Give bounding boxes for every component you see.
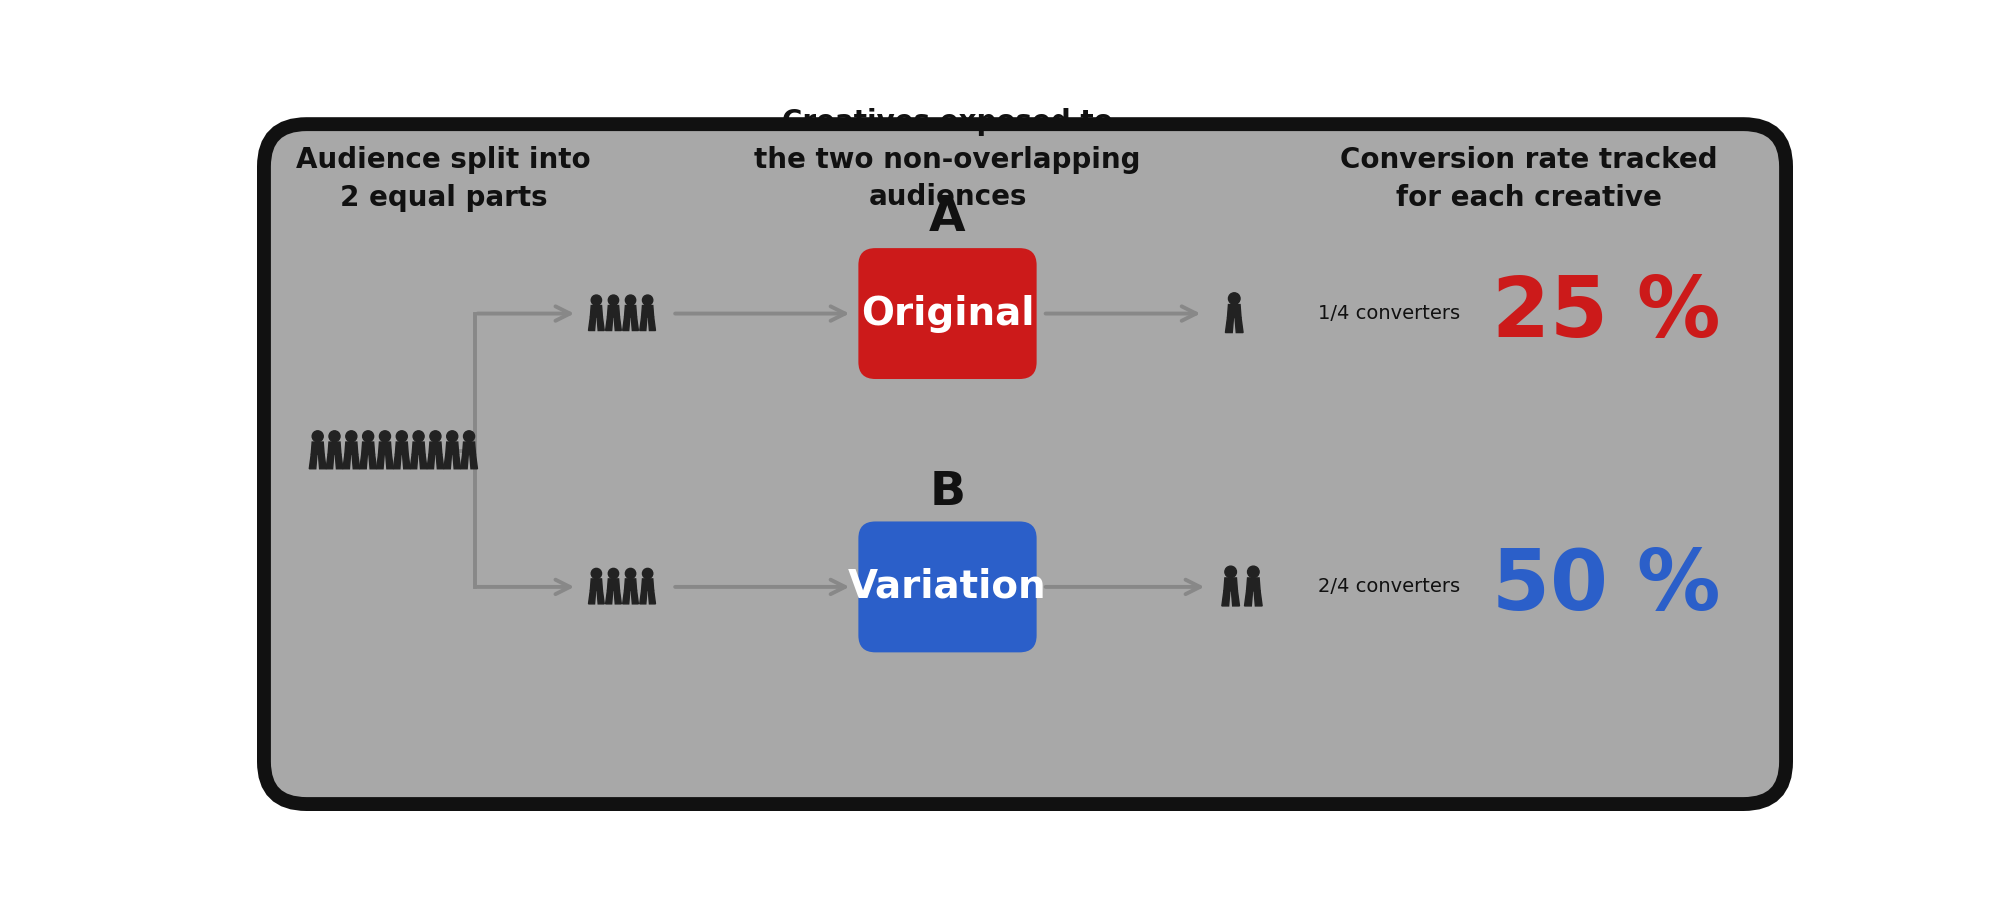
Polygon shape: [446, 442, 458, 454]
Polygon shape: [344, 442, 358, 454]
Polygon shape: [376, 454, 384, 469]
Polygon shape: [362, 442, 374, 454]
FancyBboxPatch shape: [264, 124, 1786, 804]
Polygon shape: [328, 442, 342, 454]
Circle shape: [430, 431, 440, 442]
Polygon shape: [614, 591, 622, 604]
Polygon shape: [608, 305, 620, 317]
Polygon shape: [588, 591, 596, 604]
Circle shape: [608, 295, 618, 305]
Circle shape: [362, 431, 374, 442]
Polygon shape: [428, 454, 434, 469]
Text: A: A: [930, 197, 966, 242]
Polygon shape: [1226, 318, 1234, 333]
Polygon shape: [1232, 591, 1240, 606]
Circle shape: [312, 431, 324, 442]
FancyBboxPatch shape: [858, 521, 1036, 652]
Polygon shape: [394, 454, 402, 469]
Polygon shape: [590, 579, 602, 591]
Polygon shape: [1254, 591, 1262, 606]
Polygon shape: [632, 317, 638, 331]
Polygon shape: [606, 317, 612, 331]
Circle shape: [592, 295, 602, 305]
Polygon shape: [326, 454, 334, 469]
Polygon shape: [624, 579, 636, 591]
Circle shape: [642, 295, 652, 305]
Circle shape: [1224, 566, 1236, 578]
Circle shape: [592, 568, 602, 579]
Text: Variation: Variation: [848, 568, 1046, 606]
Text: 50 %: 50 %: [1492, 547, 1720, 628]
Polygon shape: [436, 454, 444, 469]
Polygon shape: [420, 454, 428, 469]
Polygon shape: [342, 454, 350, 469]
Text: Creatives exposed to
the two non-overlapping
audiences: Creatives exposed to the two non-overlap…: [754, 108, 1140, 211]
Circle shape: [396, 431, 408, 442]
Circle shape: [414, 431, 424, 442]
Text: Conversion rate tracked
for each creative: Conversion rate tracked for each creativ…: [1340, 146, 1718, 211]
Polygon shape: [1228, 304, 1242, 318]
Polygon shape: [642, 305, 654, 317]
Polygon shape: [402, 454, 410, 469]
Polygon shape: [470, 454, 478, 469]
Polygon shape: [368, 454, 376, 469]
Text: Original: Original: [860, 295, 1034, 333]
Polygon shape: [624, 305, 636, 317]
Polygon shape: [588, 317, 596, 331]
Circle shape: [380, 431, 390, 442]
Polygon shape: [614, 317, 622, 331]
Polygon shape: [640, 591, 646, 604]
Polygon shape: [444, 454, 452, 469]
Polygon shape: [640, 317, 646, 331]
Polygon shape: [1244, 591, 1252, 606]
Polygon shape: [598, 317, 604, 331]
Polygon shape: [378, 442, 392, 454]
Circle shape: [346, 431, 356, 442]
Polygon shape: [606, 591, 612, 604]
Text: 25 %: 25 %: [1492, 273, 1720, 354]
Text: B: B: [930, 470, 966, 515]
Polygon shape: [632, 591, 638, 604]
Polygon shape: [1224, 578, 1238, 591]
Polygon shape: [310, 454, 316, 469]
Circle shape: [642, 568, 652, 579]
Polygon shape: [1222, 591, 1230, 606]
Polygon shape: [428, 442, 442, 454]
Polygon shape: [648, 317, 656, 331]
Polygon shape: [608, 579, 620, 591]
Polygon shape: [452, 454, 460, 469]
Circle shape: [626, 568, 636, 579]
Polygon shape: [1236, 318, 1244, 333]
Circle shape: [1248, 566, 1260, 578]
Polygon shape: [352, 454, 360, 469]
Polygon shape: [462, 442, 476, 454]
Polygon shape: [410, 454, 418, 469]
Polygon shape: [590, 305, 602, 317]
Polygon shape: [1246, 578, 1260, 591]
Circle shape: [446, 431, 458, 442]
Polygon shape: [622, 317, 630, 331]
Polygon shape: [386, 454, 394, 469]
Polygon shape: [396, 442, 408, 454]
Circle shape: [464, 431, 474, 442]
Polygon shape: [318, 454, 326, 469]
Polygon shape: [312, 442, 324, 454]
FancyBboxPatch shape: [858, 248, 1036, 379]
Polygon shape: [360, 454, 368, 469]
Polygon shape: [622, 591, 630, 604]
Circle shape: [328, 431, 340, 442]
Circle shape: [626, 295, 636, 305]
Circle shape: [1228, 293, 1240, 304]
Polygon shape: [336, 454, 342, 469]
Polygon shape: [642, 579, 654, 591]
Polygon shape: [412, 442, 426, 454]
Polygon shape: [598, 591, 604, 604]
Circle shape: [608, 568, 618, 579]
Text: 1/4 converters: 1/4 converters: [1318, 304, 1460, 323]
Polygon shape: [460, 454, 468, 469]
Polygon shape: [648, 591, 656, 604]
Text: Audience split into
2 equal parts: Audience split into 2 equal parts: [296, 146, 592, 211]
Text: 2/4 converters: 2/4 converters: [1318, 577, 1460, 596]
